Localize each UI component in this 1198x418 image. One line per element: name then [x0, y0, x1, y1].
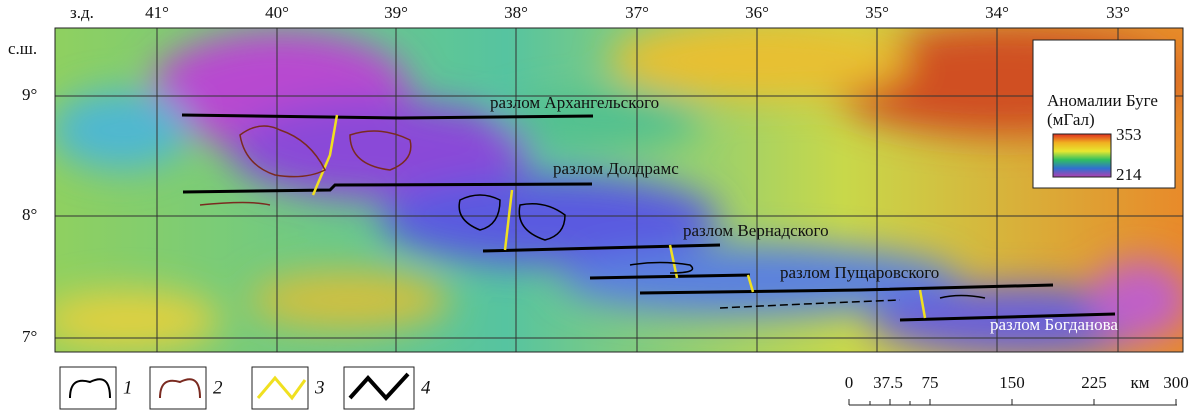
scale-label: 300: [1163, 373, 1189, 392]
lon-label: 35°: [865, 3, 889, 22]
key-number: 4: [421, 377, 431, 398]
scale-label: 37.5: [873, 373, 903, 392]
lon-label: 41°: [145, 3, 169, 22]
legend-min: 214: [1116, 165, 1142, 184]
lon-label: 39°: [384, 3, 408, 22]
scale-label: 75: [922, 373, 939, 392]
lon-label: 40°: [265, 3, 289, 22]
lat-label: 7°: [22, 327, 37, 346]
key-number: 3: [314, 377, 325, 398]
legend-title: (мГал): [1047, 110, 1095, 129]
lon-label: 37°: [625, 3, 649, 22]
lon-label: 34°: [985, 3, 1009, 22]
legend-max: 353: [1116, 125, 1142, 144]
key-number: 1: [123, 377, 133, 398]
scale-label: 225: [1081, 373, 1107, 392]
scale-unit: км: [1130, 373, 1149, 392]
lat-label: 8°: [22, 205, 37, 224]
symbol-key: 1 2 3 4: [60, 367, 431, 409]
fault-label: разлом Долдрамс: [553, 159, 679, 178]
anomaly-raster: [40, 20, 1190, 355]
fault-label: разлом Вернадского: [683, 221, 829, 240]
lon-label: 38°: [504, 3, 528, 22]
legend-title: Аномалии Буге: [1047, 91, 1158, 110]
lon-label: з.д.: [70, 3, 94, 22]
color-legend: Аномалии Буге (мГал) 353 214: [1033, 40, 1175, 188]
fault-label: разлом Богданова: [990, 315, 1118, 334]
key-number: 2: [213, 377, 223, 398]
scale-label: 0: [845, 373, 854, 392]
scale-bar: 0 37.5 75 150 225 км 300: [845, 373, 1189, 405]
fault-label: разлом Пущаровского: [780, 263, 939, 282]
lon-label: 33°: [1106, 3, 1130, 22]
lat-label: 9°: [22, 85, 37, 104]
map-figure: з.д. 41° 40° 39° 38° 37° 36° 35° 34° 33°…: [0, 0, 1198, 413]
scale-label: 150: [999, 373, 1025, 392]
fault-label: разлом Архангельского: [490, 93, 659, 112]
lat-label: с.ш.: [8, 39, 37, 58]
lon-label: 36°: [745, 3, 769, 22]
